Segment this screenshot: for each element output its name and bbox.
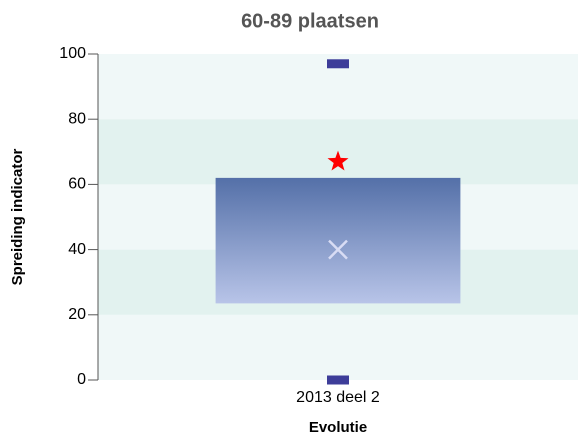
- mean-marker: [328, 239, 348, 260]
- y-tick-label: 100: [59, 45, 86, 62]
- y-tick-label: 20: [68, 306, 86, 323]
- y-tick-label: 60: [68, 176, 86, 193]
- x-tick-label: 2013 deel 2: [296, 389, 380, 406]
- y-axis-label: Spreiding indicator: [9, 149, 26, 286]
- y-tick-label: 40: [68, 241, 86, 258]
- grid-band: [98, 314, 578, 380]
- min-marker: [327, 375, 349, 385]
- value-marker: [327, 150, 349, 171]
- box: [215, 177, 461, 304]
- chart-title: 60-89 plaatsen: [241, 10, 379, 32]
- x-axis-label: Evolutie: [309, 419, 367, 436]
- max-marker: [327, 59, 349, 69]
- y-tick-label: 0: [77, 371, 86, 388]
- y-tick-label: 80: [68, 110, 86, 127]
